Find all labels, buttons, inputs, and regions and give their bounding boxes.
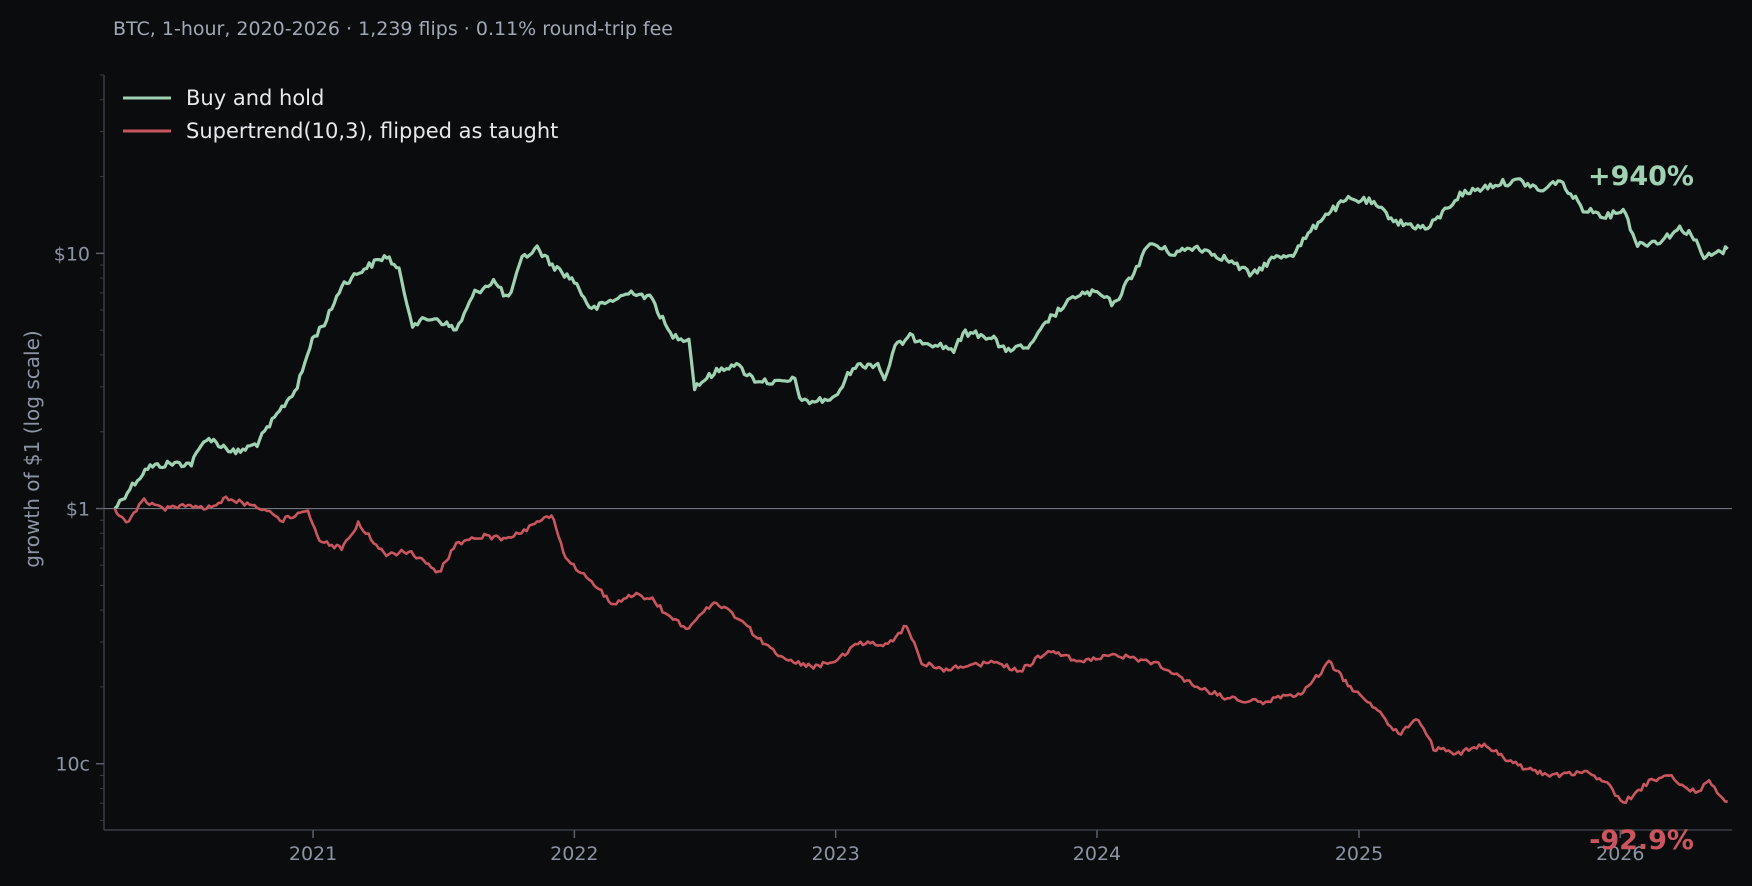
x-tick-label: 2024 <box>1073 843 1121 865</box>
x-tick-label: 2026 <box>1596 843 1644 865</box>
end-label-supertrend: -92.9% <box>1589 825 1694 856</box>
x-tick-label: 2023 <box>811 843 859 865</box>
y-axis-label: growth of $1 (log scale) <box>20 330 44 567</box>
series-line-buy-and-hold <box>113 177 1729 510</box>
legend-label-supertrend: Supertrend(10,3), flipped as taught <box>186 119 558 143</box>
y-tick-label: $1 <box>66 499 90 521</box>
series-line-supertrend <box>113 495 1728 805</box>
end-label-buy-and-hold: +940% <box>1588 161 1694 192</box>
x-ticks: 2021 2022 2023 2024 2025 2026 <box>289 830 1644 865</box>
legend-label-buy-and-hold: Buy and hold <box>186 86 324 110</box>
x-tick-label: 2022 <box>550 843 598 865</box>
chart-subtitle: BTC, 1-hour, 2020-2026 · 1,239 flips · 0… <box>113 18 673 40</box>
x-tick-label: 2021 <box>289 843 337 865</box>
x-tick-label: 2025 <box>1335 843 1383 865</box>
y-minor-ticks <box>100 74 104 821</box>
series-layer <box>113 177 1729 805</box>
y-tick-label: $10 <box>54 243 90 265</box>
y-ticks: $10 $1 10c <box>54 243 104 776</box>
legend: Buy and hold Supertrend(10,3), flipped a… <box>123 86 558 143</box>
y-tick-label: 10c <box>55 754 90 776</box>
